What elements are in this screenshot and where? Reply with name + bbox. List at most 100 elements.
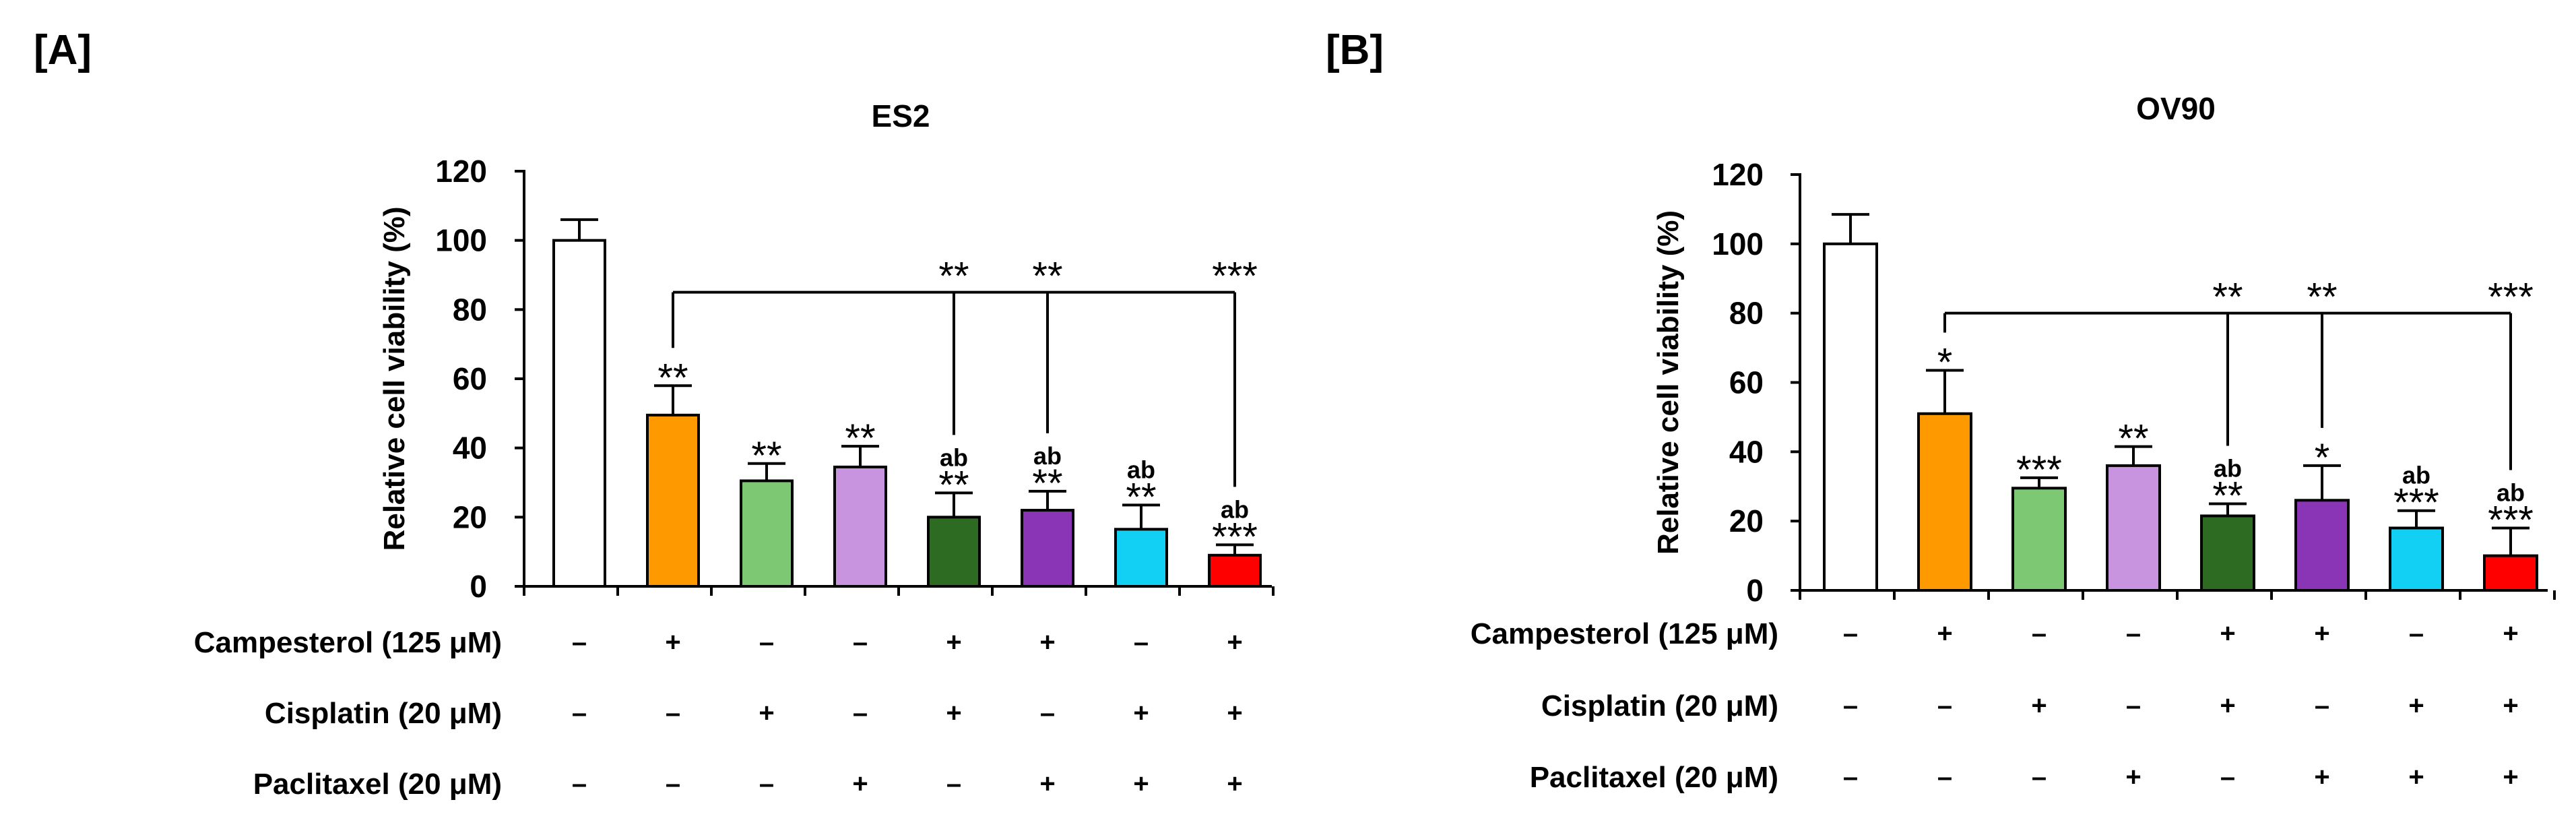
- significance-stars: *: [2315, 436, 2330, 480]
- condition-symbol: –: [1843, 762, 1858, 792]
- bar: [1917, 412, 1972, 592]
- significance-stars: **: [2212, 474, 2243, 518]
- condition-symbol: +: [1227, 627, 1242, 657]
- comparison-stars: ***: [2488, 276, 2534, 319]
- panel-label-b: [B]: [1326, 27, 1384, 73]
- condition-symbol: –: [572, 627, 587, 657]
- significance-ab: ab: [2497, 479, 2525, 506]
- y-tick-label: 80: [453, 292, 487, 327]
- condition-symbol: +: [1039, 627, 1055, 657]
- condition-symbol: –: [1843, 619, 1858, 648]
- condition-symbol: –: [1937, 691, 1952, 720]
- significance-stars: **: [2118, 417, 2148, 461]
- significance-stars: **: [1032, 462, 1062, 505]
- condition-symbol: –: [666, 698, 680, 728]
- y-tick-label: 0: [1746, 573, 1764, 608]
- condition-symbol: +: [946, 627, 961, 657]
- condition-symbol: +: [1133, 769, 1149, 799]
- bar: [552, 239, 606, 588]
- significance-stars: **: [938, 463, 969, 507]
- condition-symbol: +: [1937, 619, 1952, 648]
- significance-ab: ab: [1127, 456, 1155, 483]
- significance-stars: **: [751, 434, 781, 478]
- condition-symbol: +: [2031, 691, 2047, 720]
- condition-symbol: +: [759, 698, 774, 728]
- condition-symbol: –: [1134, 627, 1149, 657]
- comparison-stars: ***: [1212, 255, 1258, 299]
- bar: [2294, 499, 2350, 592]
- chart-title: OV90: [2136, 91, 2216, 126]
- condition-symbol: –: [2315, 691, 2329, 720]
- significance-stars: **: [657, 356, 688, 400]
- y-tick-label: 40: [1729, 434, 1764, 469]
- condition-label: Campesterol (125 μM): [194, 626, 502, 659]
- significance-stars: ***: [1212, 515, 1258, 559]
- comparison-stars: **: [2212, 276, 2243, 319]
- significance-ab: ab: [940, 443, 968, 471]
- y-tick-label: 80: [1729, 296, 1764, 331]
- significance-ab: ab: [1033, 442, 1062, 470]
- condition-symbol: –: [1843, 691, 1858, 720]
- bar: [2389, 526, 2444, 592]
- bar: [833, 465, 887, 588]
- condition-symbol: +: [1227, 769, 1242, 799]
- panel-label-a: [A]: [34, 27, 92, 73]
- condition-symbol: –: [2126, 619, 2141, 648]
- y-axis-label: Relative cell viability (%): [1652, 210, 1685, 555]
- y-tick-label: 120: [1712, 157, 1764, 192]
- condition-symbol: +: [852, 769, 868, 799]
- condition-symbol: –: [1040, 698, 1055, 728]
- condition-symbol: –: [2409, 619, 2424, 648]
- condition-symbol: –: [666, 769, 680, 799]
- significance-stars: ***: [2488, 498, 2534, 542]
- bar: [927, 516, 981, 588]
- significance-ab: ab: [2402, 462, 2430, 489]
- y-axis-label: Relative cell viability (%): [378, 206, 411, 551]
- condition-symbol: +: [2220, 691, 2235, 720]
- significance-stars: ***: [2393, 481, 2439, 525]
- condition-symbol: +: [2408, 691, 2424, 720]
- condition-symbol: –: [2126, 691, 2141, 720]
- condition-label: Paclitaxel (20 μM): [253, 768, 502, 801]
- condition-symbol: +: [2314, 619, 2329, 648]
- condition-symbol: –: [759, 627, 774, 657]
- condition-symbol: +: [1133, 698, 1149, 728]
- condition-symbol: –: [946, 769, 961, 799]
- condition-label: Cisplatin (20 μM): [1541, 689, 1778, 722]
- y-tick-label: 100: [1712, 226, 1764, 261]
- condition-symbol: +: [2408, 762, 2424, 792]
- significance-stars: **: [1126, 475, 1156, 519]
- bar: [1114, 528, 1168, 588]
- comparison-stars: **: [2307, 276, 2337, 319]
- bar: [1823, 242, 1878, 592]
- condition-symbol: –: [2032, 762, 2047, 792]
- condition-symbol: –: [1937, 762, 1952, 792]
- condition-symbol: –: [759, 769, 774, 799]
- bar: [2011, 487, 2067, 592]
- condition-label: Paclitaxel (20 μM): [1530, 761, 1778, 794]
- chart-title: ES2: [872, 98, 930, 133]
- condition-symbol: +: [2220, 619, 2235, 648]
- bar: [2200, 514, 2255, 592]
- significance-stars: *: [1937, 341, 1953, 385]
- bar: [2106, 464, 2161, 592]
- es2-chart: ES2 Relative cell viability (%) 0 20 40 60 80 1…: [194, 98, 1275, 801]
- bar: [740, 479, 794, 588]
- condition-symbol: +: [2125, 762, 2141, 792]
- condition-symbol: –: [572, 698, 587, 728]
- bar: [646, 413, 700, 588]
- condition-symbol: –: [853, 627, 868, 657]
- condition-symbol: +: [2503, 762, 2518, 792]
- condition-symbol: +: [2503, 691, 2518, 720]
- condition-symbol: –: [2220, 762, 2235, 792]
- y-tick-label: 0: [470, 569, 487, 604]
- y-tick-label: 20: [1729, 503, 1764, 538]
- significance-stars: ***: [2016, 448, 2062, 492]
- significance-ab: ab: [2214, 454, 2242, 482]
- comparison-stars: **: [1032, 255, 1062, 299]
- condition-symbol: +: [946, 698, 961, 728]
- bar: [2483, 554, 2538, 592]
- condition-label: Campesterol (125 μM): [1471, 617, 1778, 650]
- y-tick-label: 60: [453, 361, 487, 396]
